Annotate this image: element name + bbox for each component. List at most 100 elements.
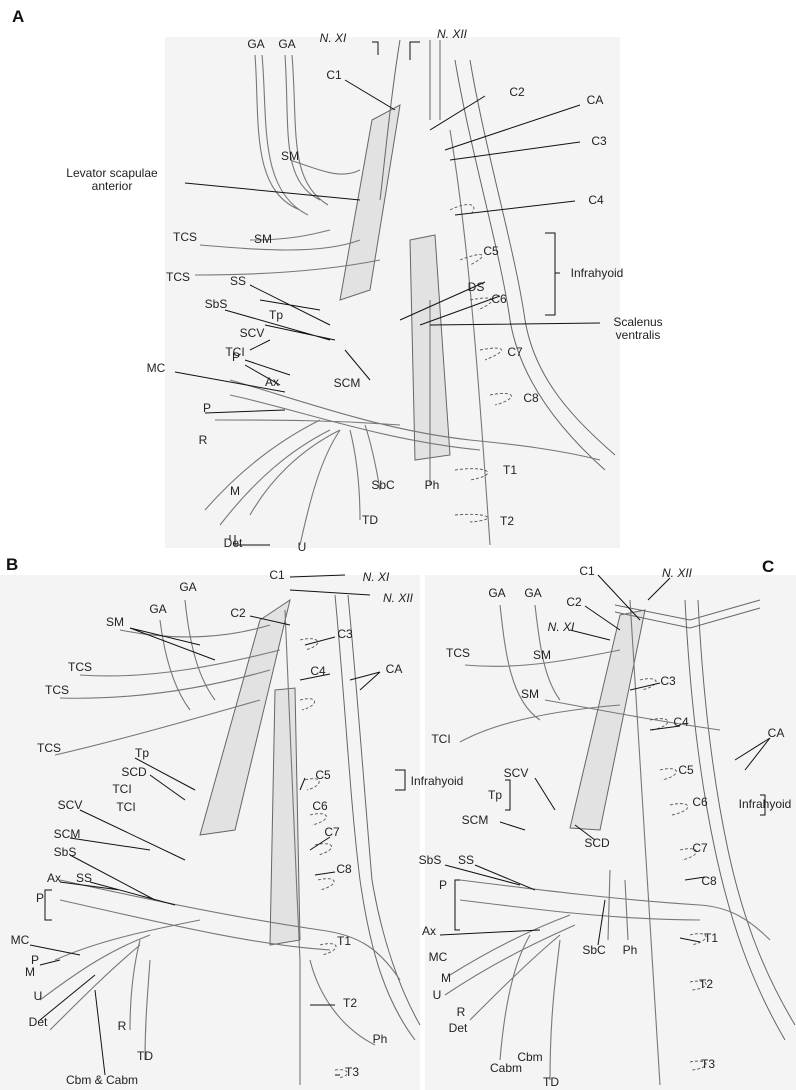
label: N. XII bbox=[662, 566, 693, 580]
label: R bbox=[118, 1019, 127, 1033]
label: GA bbox=[179, 580, 196, 594]
panel-letter: A bbox=[12, 7, 24, 26]
label: anterior bbox=[92, 179, 133, 193]
label: P bbox=[439, 878, 447, 892]
label: C5 bbox=[483, 244, 499, 258]
label: TCI bbox=[431, 732, 450, 746]
label: C7 bbox=[324, 825, 340, 839]
label: C8 bbox=[523, 391, 539, 405]
label: C5 bbox=[315, 768, 331, 782]
label: SbC bbox=[582, 943, 606, 957]
label: Tp bbox=[269, 308, 283, 322]
label: SM bbox=[106, 615, 124, 629]
label: R bbox=[457, 1005, 466, 1019]
label: SM bbox=[533, 648, 551, 662]
label: N. XII bbox=[437, 27, 468, 41]
muscle-band bbox=[270, 688, 300, 945]
label: Tp bbox=[488, 788, 502, 802]
label: C2 bbox=[509, 85, 525, 99]
label: Infrahyoid bbox=[411, 774, 464, 788]
label: C6 bbox=[312, 799, 328, 813]
label: SS bbox=[458, 853, 474, 867]
label: C8 bbox=[336, 862, 352, 876]
label: TD bbox=[543, 1075, 559, 1089]
label: C3 bbox=[591, 134, 607, 148]
label: C2 bbox=[566, 595, 582, 609]
label: T2 bbox=[343, 996, 357, 1010]
label: Ax bbox=[265, 375, 279, 389]
label: TCS bbox=[446, 646, 470, 660]
label: SCD bbox=[121, 765, 147, 779]
label: TCS bbox=[166, 270, 190, 284]
label: C4 bbox=[673, 715, 689, 729]
label: T1 bbox=[337, 934, 351, 948]
label: TCS bbox=[173, 230, 197, 244]
label: C1 bbox=[269, 568, 285, 582]
label: C5 bbox=[678, 763, 694, 777]
label: T2 bbox=[699, 977, 713, 991]
label: CA bbox=[587, 93, 604, 107]
label: C7 bbox=[507, 345, 523, 359]
label: Ph bbox=[373, 1032, 388, 1046]
label: Det bbox=[29, 1015, 48, 1029]
label: C7 bbox=[692, 841, 708, 855]
label: ventralis bbox=[616, 328, 661, 342]
label: M bbox=[25, 965, 35, 979]
label: N. XI bbox=[320, 31, 347, 45]
label: SbC bbox=[371, 478, 395, 492]
label: Cabm bbox=[490, 1061, 522, 1075]
label: T3 bbox=[345, 1065, 359, 1079]
label: C6 bbox=[491, 292, 507, 306]
label: U bbox=[433, 988, 442, 1002]
label: T1 bbox=[503, 463, 517, 477]
label: SCV bbox=[58, 798, 83, 812]
label: N. XI bbox=[548, 620, 575, 634]
label: MC bbox=[11, 933, 30, 947]
label: C4 bbox=[588, 193, 604, 207]
label: SS bbox=[76, 871, 92, 885]
label: SCD bbox=[584, 836, 610, 850]
label: C8 bbox=[701, 874, 717, 888]
label: T1 bbox=[704, 931, 718, 945]
label: SCV bbox=[240, 326, 265, 340]
label: SbS bbox=[205, 297, 228, 311]
label: P bbox=[203, 401, 211, 415]
label: C1 bbox=[579, 564, 595, 578]
label: N. XI bbox=[363, 570, 390, 584]
label: CA bbox=[768, 726, 785, 740]
label: TCS bbox=[45, 683, 69, 697]
figure: A B C GA GA N. XI N. XII C1 C2 CA C3 SM … bbox=[0, 0, 796, 1090]
label: CA bbox=[386, 662, 403, 676]
label: DS bbox=[468, 280, 485, 294]
label: Infrahyoid bbox=[571, 266, 624, 280]
label: C2 bbox=[230, 606, 246, 620]
label: TD bbox=[362, 513, 378, 527]
label: SM bbox=[521, 687, 539, 701]
label: SCV bbox=[504, 766, 529, 780]
label: R bbox=[199, 433, 208, 447]
label: SbS bbox=[419, 853, 442, 867]
label: TCS bbox=[68, 660, 92, 674]
label: Infrahyoid bbox=[739, 797, 792, 811]
label: M bbox=[441, 971, 451, 985]
label: U bbox=[298, 540, 307, 554]
label: U bbox=[34, 989, 43, 1003]
label: Levator scapulae bbox=[66, 166, 158, 180]
panel-letter: B bbox=[6, 555, 18, 574]
label: Det bbox=[449, 1021, 468, 1035]
label: SbS bbox=[54, 845, 77, 859]
label: P bbox=[232, 350, 240, 364]
label: C3 bbox=[337, 627, 353, 641]
label: TCS bbox=[37, 741, 61, 755]
label: GA bbox=[278, 37, 295, 51]
label: GA bbox=[149, 602, 166, 616]
label: TCI bbox=[116, 800, 135, 814]
label: SM bbox=[254, 232, 272, 246]
label: TCI bbox=[112, 782, 131, 796]
label: Tp bbox=[135, 746, 149, 760]
label: SM bbox=[281, 149, 299, 163]
label: N. XII bbox=[383, 591, 414, 605]
label: MC bbox=[429, 950, 448, 964]
label: SS bbox=[230, 274, 246, 288]
label: T3 bbox=[701, 1057, 715, 1071]
